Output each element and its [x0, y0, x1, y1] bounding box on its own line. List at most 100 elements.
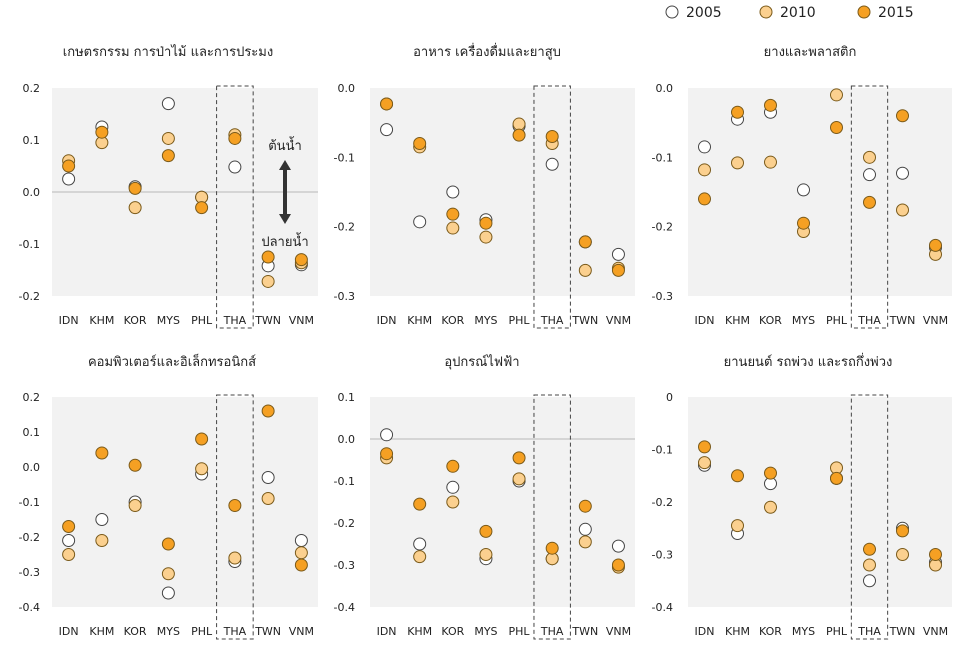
chart-title: อาหาร เครื่องดื่มและยาสูบ — [413, 43, 561, 60]
point-2015-THA — [545, 130, 559, 144]
y-tick-label: 0.0 — [338, 82, 356, 95]
x-tick-label-TWN: TWN — [889, 625, 916, 638]
point-2005-VNM — [611, 539, 625, 553]
point-2010-TWN — [896, 548, 909, 561]
point-2005-TWN — [261, 471, 275, 484]
point-2010-KOR — [128, 499, 142, 512]
x-tick-label-KHM: KHM — [725, 625, 750, 638]
x-tick-label-IDN: IDN — [695, 314, 715, 327]
y-tick-label: -0.1 — [334, 151, 355, 164]
highlight-box-THA — [533, 85, 571, 329]
point-2015-KOR — [764, 98, 777, 112]
x-tick-label-IDN: IDN — [377, 625, 397, 638]
point-2015-VNM — [929, 238, 942, 252]
y-tick-label: -0.3 — [334, 290, 355, 303]
point-2015-VNM — [294, 558, 308, 572]
y-tick-label: -0.1 — [652, 444, 673, 457]
point-2010-IDN — [62, 548, 76, 561]
x-tick-label-IDN: IDN — [377, 314, 397, 327]
chart-panel-2: อาหาร เครื่องดื่มและยาสูบ 0.0 -0.1 -0.2 -0.3… — [334, 43, 635, 329]
x-tick-label-PHL: PHL — [509, 314, 531, 327]
point-2015-VNM — [294, 253, 308, 267]
chart-panel-1: เกษตรกรรม การป่าไม้ และการประมง 0.2 0.1 0.0… — [19, 44, 318, 329]
point-2015-KHM — [95, 125, 109, 139]
point-2005-THA — [863, 574, 876, 588]
point-2015-VNM — [611, 263, 625, 277]
x-tick-label-KHM: KHM — [407, 314, 432, 327]
point-2005-TWN — [896, 166, 909, 180]
point-2010-TWN — [261, 274, 275, 288]
point-2005-KHM — [413, 215, 427, 229]
x-tick-label-IDN: IDN — [59, 314, 79, 327]
point-2010-PHL — [512, 472, 526, 486]
x-tick-label-KOR: KOR — [124, 625, 147, 638]
highlight-box-THA — [216, 85, 254, 329]
chart-panel-3: ยางและพลาสติก 0.0 -0.1 -0.2 -0.3 IDN KHM KOR MYS… — [652, 45, 952, 329]
x-tick-label-THA: THA — [857, 314, 881, 327]
legend-label: 2010 — [780, 5, 816, 21]
y-tick-label: -0.3 — [652, 290, 673, 303]
point-2015-TWN — [578, 499, 592, 513]
point-2015-VNM — [611, 558, 625, 572]
x-tick-label-IDN: IDN — [695, 625, 715, 638]
point-2010-KOR — [446, 495, 460, 509]
point-2010-MYS — [161, 131, 175, 145]
point-2010-IDN — [698, 163, 711, 177]
y-tick-label: 0.2 — [23, 82, 41, 95]
y-tick-label: -0.2 — [19, 531, 40, 544]
point-2015-KOR — [446, 207, 460, 221]
x-tick-label-PHL: PHL — [826, 314, 848, 327]
y-tick-label: -0.4 — [19, 601, 40, 614]
point-2010-IDN — [698, 456, 711, 470]
plot-background — [52, 397, 318, 607]
chart-title: อุปกรณ์ไฟฟ้า — [444, 354, 519, 370]
point-2015-THA — [228, 499, 242, 512]
x-tick-label-KHM: KHM — [725, 314, 750, 327]
plot-background — [370, 397, 635, 607]
point-2015-IDN — [698, 440, 711, 454]
x-tick-label-KOR: KOR — [441, 314, 464, 327]
y-tick-label: -0.1 — [334, 475, 355, 488]
point-2010-KOR — [446, 221, 460, 235]
point-2005-THA — [228, 160, 242, 174]
x-tick-label-TWN: TWN — [571, 314, 598, 327]
y-tick-label: -0.2 — [652, 221, 673, 234]
point-2015-THA — [228, 131, 242, 145]
y-tick-label: -0.1 — [19, 238, 40, 251]
point-2015-KOR — [128, 458, 142, 472]
x-tick-label-TWN: TWN — [254, 625, 281, 638]
point-2015-PHL — [195, 432, 209, 446]
point-2005-KOR — [446, 480, 460, 494]
x-tick-label-MYS: MYS — [474, 314, 497, 327]
point-2015-THA — [545, 541, 559, 555]
x-tick-label-TWN: TWN — [254, 314, 281, 327]
chart-panel-5: อุปกรณ์ไฟฟ้า 0.1 0.0 -0.1 -0.2 -0.3 -0.4 IDN KHM… — [334, 354, 635, 640]
x-tick-label-KOR: KOR — [441, 625, 464, 638]
point-2010-MYS — [479, 548, 493, 561]
x-tick-label-MYS: MYS — [157, 314, 180, 327]
point-2015-MYS — [161, 537, 175, 551]
point-2010-MYS — [161, 567, 175, 581]
point-2010-KHM — [731, 156, 744, 170]
point-2005-VNM — [294, 534, 308, 547]
x-tick-label-TWN: TWN — [571, 625, 598, 638]
point-2005-VNM — [611, 247, 625, 261]
plot-background — [688, 397, 952, 607]
point-2005-MYS — [161, 97, 175, 111]
point-2010-KHM — [413, 550, 427, 564]
point-2015-TWN — [896, 524, 909, 538]
x-tick-label-KHM: KHM — [89, 625, 114, 638]
point-2010-KHM — [731, 519, 744, 533]
point-2015-KOR — [764, 466, 777, 480]
y-tick-label: -0.3 — [652, 549, 673, 562]
point-2015-KHM — [731, 105, 744, 119]
x-tick-label-VNM: VNM — [289, 314, 314, 327]
point-2015-IDN — [62, 520, 76, 533]
point-2015-THA — [863, 195, 876, 209]
annotation-upstream: ต้นน้ำ — [268, 136, 302, 154]
point-2015-TWN — [578, 235, 592, 249]
chart-title: เกษตรกรรม การป่าไม้ และการประมง — [63, 44, 273, 60]
point-2010-KHM — [95, 534, 109, 547]
x-tick-label-THA: THA — [857, 625, 881, 638]
